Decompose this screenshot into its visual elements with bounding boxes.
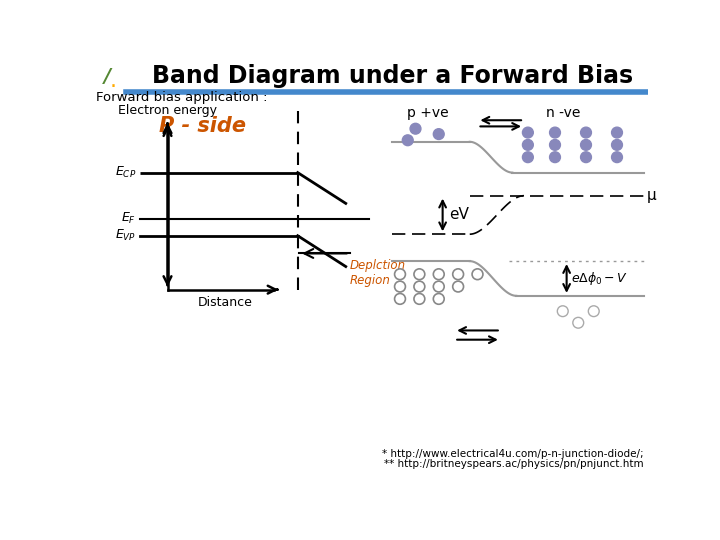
Circle shape [611, 139, 622, 150]
Text: ** http://britneyspears.ac/physics/pn/pnjunct.htm: ** http://britneyspears.ac/physics/pn/pn… [384, 458, 644, 469]
Circle shape [611, 127, 622, 138]
Circle shape [580, 152, 591, 163]
Circle shape [549, 152, 560, 163]
Text: Distance: Distance [198, 296, 253, 309]
Text: Deplction
Region: Deplction Region [350, 259, 406, 287]
Text: $E_F$: $E_F$ [122, 211, 137, 226]
Text: * http://www.electrical4u.com/p-n-junction-diode/;: * http://www.electrical4u.com/p-n-juncti… [382, 449, 644, 458]
Circle shape [410, 123, 421, 134]
Circle shape [523, 139, 534, 150]
Text: Band Diagram under a Forward Bias: Band Diagram under a Forward Bias [152, 64, 633, 89]
Text: .: . [109, 71, 117, 91]
Text: $e\Delta\phi_0-V$: $e\Delta\phi_0-V$ [571, 270, 629, 287]
Text: μ: μ [647, 188, 656, 203]
Text: Electron energy: Electron energy [118, 104, 217, 117]
Circle shape [549, 139, 560, 150]
Text: n -ve: n -ve [546, 105, 580, 119]
Text: Forward bias application :: Forward bias application : [96, 91, 268, 104]
Circle shape [580, 139, 591, 150]
Text: /: / [104, 67, 111, 86]
Text: eV: eV [449, 207, 469, 222]
Circle shape [611, 152, 622, 163]
Circle shape [402, 135, 413, 146]
Circle shape [433, 129, 444, 139]
Circle shape [523, 127, 534, 138]
Circle shape [549, 127, 560, 138]
Circle shape [523, 152, 534, 163]
Text: p +ve: p +ve [407, 105, 449, 119]
Text: $E_{CP}$: $E_{CP}$ [115, 165, 137, 180]
Text: $E_{VP}$: $E_{VP}$ [115, 228, 137, 244]
Text: P - side: P - side [159, 117, 246, 137]
Circle shape [580, 127, 591, 138]
